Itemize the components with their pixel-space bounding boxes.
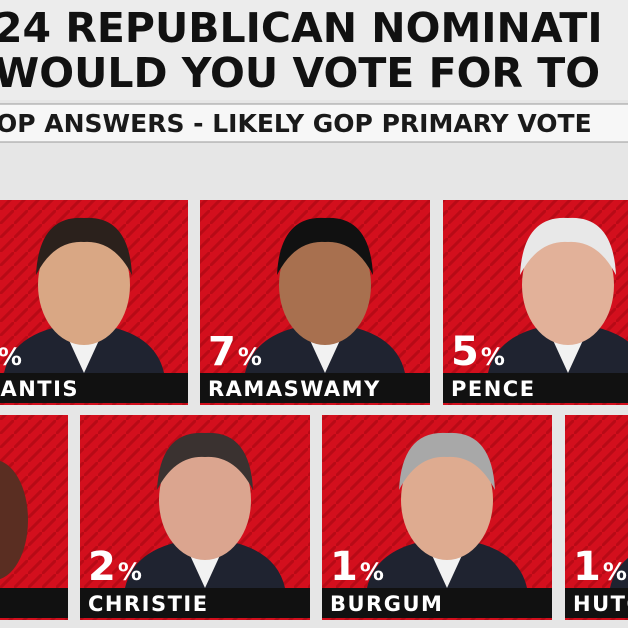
hair (520, 217, 616, 275)
percent: 1% (330, 544, 384, 590)
hair (277, 217, 373, 275)
percent-value: 1 (573, 544, 601, 590)
card (0, 415, 68, 620)
percent: 7% (208, 329, 262, 375)
name-bar (80, 588, 310, 618)
title-band (0, 0, 628, 100)
hair (399, 432, 495, 490)
head (159, 440, 251, 560)
card: 1%HUTC (565, 415, 628, 620)
percent-sign: % (481, 343, 505, 371)
subtitle: OP ANSWERS - LIKELY GOP PRIMARY VOTE (0, 109, 592, 138)
candidate-name: ESANTIS (0, 377, 79, 401)
percent-value: 7 (208, 329, 236, 375)
title-line: WOULD YOU VOTE FOR TO (0, 49, 600, 97)
percent: 2% (88, 544, 142, 590)
card: 1%BURGUM (322, 415, 552, 620)
candidate-name: HUTC (573, 592, 628, 616)
candidate-name: CHRISTIE (88, 592, 209, 616)
head (279, 225, 371, 345)
title-line: 24 REPUBLICAN NOMINATI (0, 4, 603, 52)
head (401, 440, 493, 560)
name-bar (565, 588, 628, 618)
candidate-name: PENCE (451, 377, 536, 401)
head (522, 225, 614, 345)
head (38, 225, 130, 345)
card: 5%PENCE (443, 200, 628, 405)
hair (36, 217, 132, 275)
card: 7%RAMASWAMY (200, 200, 430, 405)
candidate-name: BURGUM (330, 592, 443, 616)
card: 2%CHRISTIE (80, 415, 310, 620)
percent-sign: % (238, 343, 262, 371)
percent-sign: % (360, 558, 384, 586)
hair (157, 432, 253, 490)
card: 6%ESANTIS (0, 200, 188, 405)
percent-value: 1 (330, 544, 358, 590)
percent-sign: % (603, 558, 627, 586)
percent: 5% (451, 329, 505, 375)
percent: 6% (0, 329, 22, 375)
suit (610, 558, 628, 588)
percent-value: 5 (451, 329, 479, 375)
percent-sign: % (118, 558, 142, 586)
name-bar (322, 588, 552, 618)
name-bar (443, 373, 628, 403)
candidate-name: RAMASWAMY (208, 377, 381, 401)
name-bar (200, 373, 430, 403)
percent-sign: % (0, 343, 22, 371)
subtitle-band (0, 104, 628, 142)
percent: 1% (573, 544, 627, 590)
percent-value: 2 (88, 544, 116, 590)
name-bar (0, 373, 188, 403)
